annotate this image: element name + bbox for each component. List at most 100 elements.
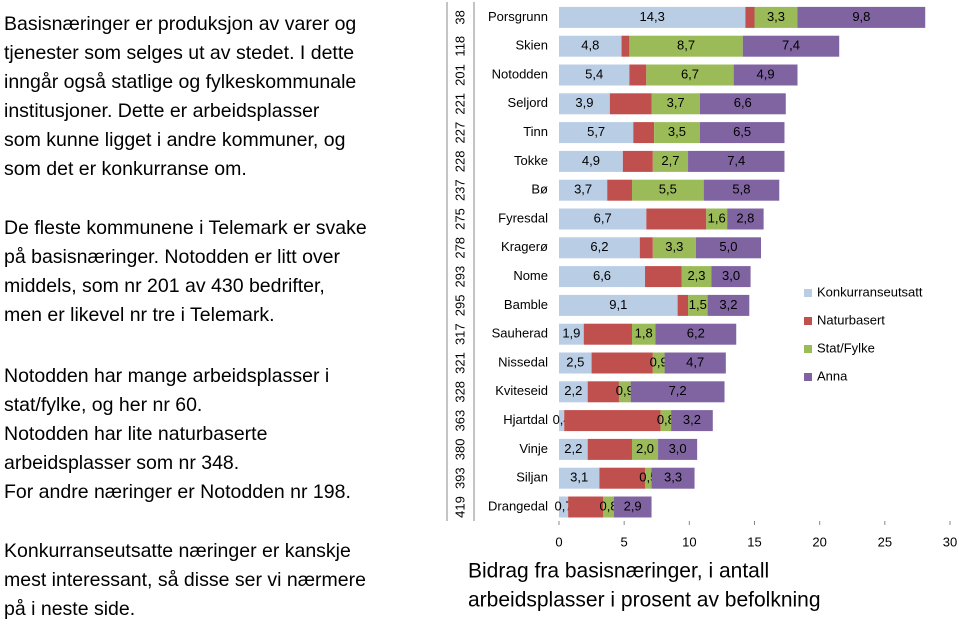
value-label: 2,3 (687, 268, 705, 283)
bar-segment (695, 237, 762, 259)
value-label: 14,3 (640, 9, 665, 24)
paragraph-line: institusjoner. Dette er arbeidsplasser (4, 100, 320, 122)
bar-segment (671, 410, 713, 432)
rank-label: 237 (452, 179, 467, 201)
bar-segment (603, 496, 614, 518)
bar-segment (733, 64, 798, 86)
bar-segment (607, 179, 632, 201)
value-label: 0,9 (650, 354, 668, 369)
bar-segment (559, 323, 584, 345)
bar-segment (688, 150, 785, 172)
bar-segment (559, 179, 608, 201)
bar-segment (559, 208, 647, 230)
y-tick-label: Nome (513, 268, 548, 283)
rank-label: 317 (452, 323, 467, 345)
paragraph-line: som kunne ligget i andre kommuner, og (4, 129, 345, 151)
rank-label: 321 (452, 352, 467, 374)
rank-label: 278 (452, 237, 467, 259)
paragraph-line: på basisnæringer. Notodden er litt over (4, 246, 341, 268)
bar-segment (681, 266, 712, 288)
y-tick-label: Kragerø (501, 239, 548, 254)
value-label: 1,9 (562, 326, 580, 341)
value-label: 3,9 (575, 95, 593, 110)
rank-label: 363 (452, 410, 467, 432)
y-tick-label: Drangedal (488, 498, 548, 513)
value-label: 9,8 (852, 9, 870, 24)
value-label: 2,7 (661, 153, 679, 168)
value-label: 5,5 (659, 182, 677, 197)
bar-segment (629, 64, 647, 86)
paragraph-line: De fleste kommunene i Telemark er svake (4, 217, 367, 239)
value-label: 2,2 (564, 441, 582, 456)
rank-label: 295 (452, 295, 467, 317)
bar-segment (651, 467, 695, 489)
bar-segment (559, 35, 622, 57)
bar-segment (711, 266, 751, 288)
paragraph-line: Notodden har lite naturbaserte (4, 423, 267, 445)
value-label: 1,6 (708, 210, 726, 225)
value-label: 0,8 (599, 498, 617, 513)
value-label: 3,3 (767, 9, 785, 24)
bar-segment (630, 381, 725, 403)
paragraph-line: Konkurranseutsatte næringer er kanskje (4, 540, 351, 562)
value-label: 3,5 (668, 124, 686, 139)
bar-segment (699, 93, 786, 115)
bar-segment (655, 323, 737, 345)
bar-segment (742, 35, 840, 57)
bar-segment (568, 496, 604, 518)
x-tick-label: 20 (812, 534, 826, 549)
value-label: 6,2 (590, 239, 608, 254)
value-label: 2,2 (564, 383, 582, 398)
bar-segment (559, 266, 646, 288)
y-tick-label: Porsgrunn (488, 9, 548, 24)
legend-label: Konkurranseutsatt (817, 284, 923, 299)
rank-label: 38 (452, 10, 467, 24)
rank-label: 228 (452, 151, 467, 173)
rank-label: 118 (452, 36, 467, 57)
rank-label: 419 (452, 496, 467, 518)
y-tick-label: Kviteseid (495, 383, 548, 398)
bar-segment (677, 294, 689, 316)
value-label: 8,7 (677, 38, 695, 53)
paragraph-line: Notodden har mange arbeidsplasser i (4, 365, 329, 387)
rank-label: 293 (452, 266, 467, 288)
value-label: 3,0 (669, 441, 687, 456)
value-label: 4,7 (686, 354, 704, 369)
x-tick-label: 10 (682, 534, 696, 549)
rank-label: 380 (452, 439, 467, 461)
value-label: 0,8 (657, 412, 675, 427)
paragraph-line: inngår også statlige og fylkeskommunale (4, 71, 356, 93)
value-label: 3,3 (664, 470, 682, 485)
bar-segment (633, 122, 655, 144)
value-label: 2,8 (736, 210, 754, 225)
x-tick-label: 0 (555, 534, 562, 549)
value-label: 1,8 (635, 326, 653, 341)
legend-swatch (804, 317, 812, 325)
bar-segment (587, 438, 632, 460)
rank-label: 393 (452, 467, 467, 489)
value-label: 0,7 (555, 498, 573, 513)
bar-segment (664, 352, 726, 374)
bar-segment (559, 93, 610, 115)
paragraph-line: som det er konkurranse om. (4, 158, 247, 180)
bar-segment (559, 6, 746, 28)
y-tick-label: Fyresdal (498, 210, 548, 225)
y-tick-label: Bø (531, 182, 548, 197)
value-label: 9,1 (609, 297, 627, 312)
value-label: 3,0 (722, 268, 740, 283)
value-label: 5,7 (587, 124, 605, 139)
legend-label: Anna (817, 368, 848, 383)
paragraph-line: men er likevel nr tre i Telemark. (4, 304, 275, 326)
bar-segment (646, 64, 734, 86)
bar-segment (591, 352, 653, 374)
y-tick-label: Nissedal (498, 354, 548, 369)
value-label: 6,6 (593, 268, 611, 283)
bar-segment (645, 467, 652, 489)
y-tick-label: Siljan (516, 470, 548, 485)
y-tick-label: Tinn (523, 124, 548, 139)
x-tick-label: 30 (943, 534, 957, 549)
value-label: 6,7 (594, 210, 612, 225)
paragraph-line: tjenester som selges ut av stedet. I det… (4, 42, 354, 64)
bar-segment (707, 294, 750, 316)
